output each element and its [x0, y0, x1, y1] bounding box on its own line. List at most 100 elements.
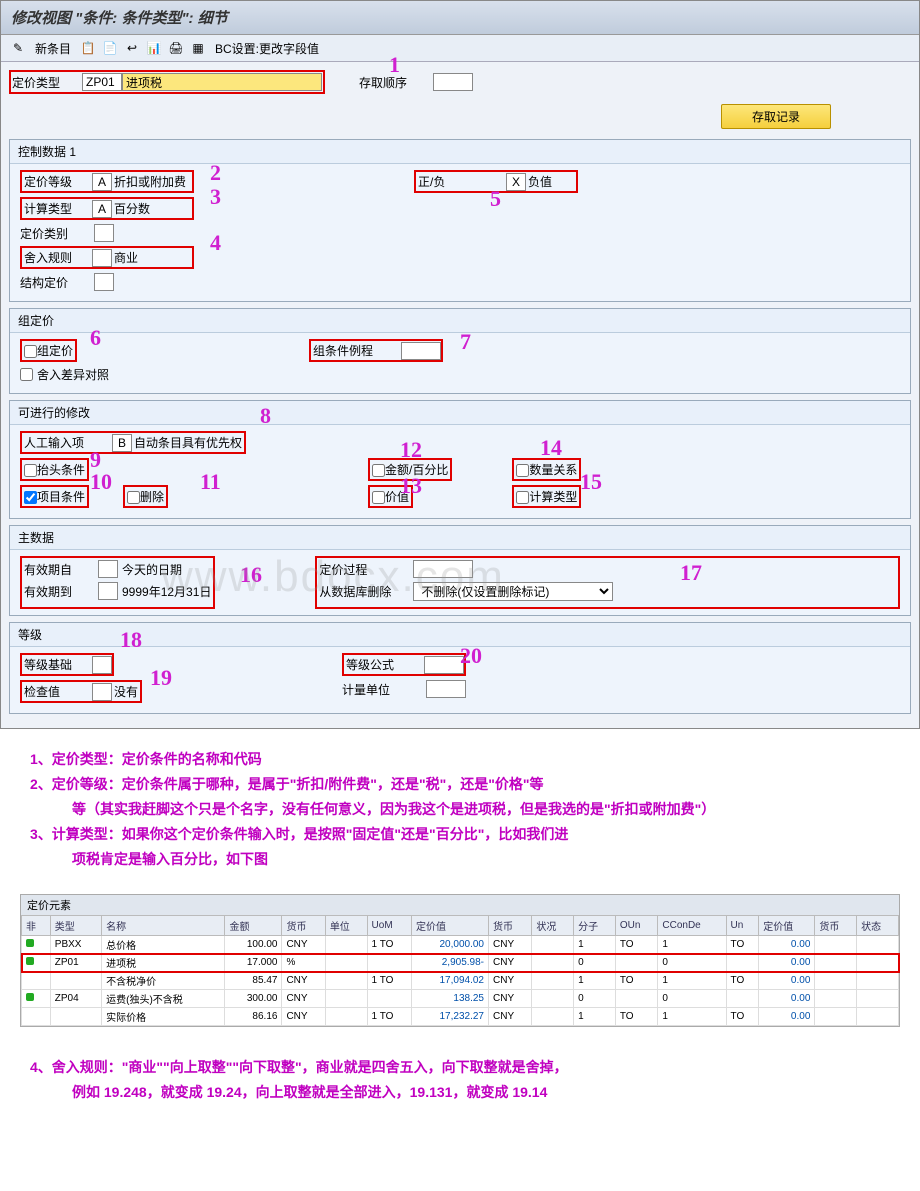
qty-rel-checkbox[interactable]	[516, 464, 529, 477]
bc-setting-button[interactable]: BC设置:更改字段值	[215, 40, 319, 57]
table-row[interactable]: ZP04运费(独头)不含税300.00CNY138.25CNY000.00	[22, 990, 899, 1008]
section-scales: 等级 等级基础 检查值没有 等级公式 计量单位 18 19 2	[9, 622, 911, 714]
group-routine-input[interactable]	[401, 342, 441, 360]
item-cond-checkbox[interactable]	[24, 491, 37, 504]
qty-rel-label: 数量关系	[529, 463, 577, 477]
table-cell: CNY	[489, 1008, 532, 1026]
table-cell: CNY	[282, 936, 325, 954]
access-record-button[interactable]: 存取记录	[721, 104, 831, 129]
section-master-header: 主数据	[10, 526, 910, 550]
valid-from-label: 有效期自	[24, 561, 94, 578]
item-cond-label: 项目条件	[37, 490, 85, 504]
delim-icon[interactable]: 📊	[145, 39, 163, 57]
print-icon[interactable]: 🖨	[167, 39, 185, 57]
pricing-type-name-input[interactable]	[122, 73, 322, 91]
delete-db-select[interactable]: 不删除(仅设置删除标记)	[413, 582, 613, 601]
new-entry-button[interactable]: 新条目	[35, 40, 71, 57]
table-cell	[857, 954, 899, 972]
copy-icon[interactable]: 📋	[79, 39, 97, 57]
uom-label: 计量单位	[342, 681, 422, 698]
pricing-proc-label: 定价过程	[319, 561, 409, 578]
table-cell	[726, 990, 759, 1008]
pricing-class-code[interactable]	[92, 173, 112, 191]
valid-to-code[interactable]	[98, 582, 118, 600]
calc-type-label: 计算类型	[22, 199, 92, 218]
table-column-header: 名称	[102, 916, 225, 936]
table-cell	[532, 936, 574, 954]
table-column-header: UoM	[367, 916, 411, 936]
pricing-type-code-input[interactable]	[82, 73, 122, 91]
calc-type-code[interactable]	[92, 200, 112, 218]
table-icon[interactable]: ▦	[189, 39, 207, 57]
table-column-header: 类型	[50, 916, 101, 936]
uom-input[interactable]	[426, 680, 466, 698]
toggle-icon[interactable]: ✎	[9, 39, 27, 57]
table-row[interactable]: 不含税净价85.47CNY1 TO17,094.02CNY1TO1TO0.00	[22, 972, 899, 990]
table-cell	[22, 972, 51, 990]
round-diff-checkbox[interactable]	[20, 368, 33, 381]
table-row[interactable]: ZP01进项税17.000%2,905.98-CNY000.00	[22, 954, 899, 972]
pricing-proc-input[interactable]	[413, 560, 473, 578]
scale-formula-input[interactable]	[424, 656, 464, 674]
table-cell	[50, 1008, 101, 1026]
table-cell	[325, 972, 367, 990]
table-cell	[815, 1008, 857, 1026]
calc-type-text: 百分数	[112, 199, 192, 218]
scale-formula-label: 等级公式	[344, 655, 424, 674]
round-rule-code[interactable]	[92, 249, 112, 267]
table-cell: 1 TO	[367, 1008, 411, 1026]
amount-pct-checkbox[interactable]	[372, 464, 385, 477]
pricing-elements-table: 定价元素 非类型名称金额货币单位UoM定价值货币状况分子OUnCConDeUn定…	[20, 894, 900, 1027]
table-cell	[857, 936, 899, 954]
note-4b: 例如 19.248，就变成 19.24，向上取整就是全部进入，19.131，就变…	[30, 1082, 890, 1103]
calc-type-checkbox[interactable]	[516, 491, 529, 504]
table-cell	[615, 954, 658, 972]
table-column-header: 定价值	[759, 916, 815, 936]
table-cell: CNY	[282, 990, 325, 1008]
table-cell: CNY	[489, 972, 532, 990]
manual-entry-code[interactable]	[112, 434, 132, 452]
table-column-header: 单位	[325, 916, 367, 936]
group-pricing-label: 组定价	[37, 344, 73, 358]
group-pricing-checkbox[interactable]	[24, 345, 37, 358]
table-row[interactable]: 实际价格86.16CNY1 TO17,232.27CNY1TO1TO0.00	[22, 1008, 899, 1026]
table-cell	[22, 1008, 51, 1026]
table-cell	[367, 954, 411, 972]
check-value-input[interactable]	[92, 683, 112, 701]
posneg-code[interactable]	[506, 173, 526, 191]
table-cell: 0.00	[759, 954, 815, 972]
note-2: 2、定价等级：定价条件属于哪种，是属于"折扣/附件费"，还是"税"，还是"价格"…	[30, 774, 890, 795]
table-cell	[325, 954, 367, 972]
table-column-header: Un	[726, 916, 759, 936]
table-cell: TO	[726, 1008, 759, 1026]
table-cell	[325, 936, 367, 954]
scale-base-input[interactable]	[92, 656, 112, 674]
delete-checkbox[interactable]	[127, 491, 140, 504]
value-checkbox[interactable]	[372, 491, 385, 504]
table-column-header: 货币	[815, 916, 857, 936]
undo-icon[interactable]: ↩	[123, 39, 141, 57]
table-cell	[22, 936, 51, 954]
table-cell: 1	[574, 1008, 616, 1026]
valid-from-text: 今天的日期	[122, 561, 182, 578]
table-cell: CNY	[282, 1008, 325, 1026]
access-seq-input[interactable]	[433, 73, 473, 91]
table-cell	[22, 990, 51, 1008]
pricing-cat-input[interactable]	[94, 224, 114, 242]
table-cell: 2,905.98-	[411, 954, 488, 972]
valid-from-code[interactable]	[98, 560, 118, 578]
table-cell: 实际价格	[102, 1008, 225, 1026]
table-cell: 0.00	[759, 936, 815, 954]
table-row[interactable]: PBXX总价格100.00CNY1 TO20,000.00CNY1TO1TO0.…	[22, 936, 899, 954]
table-cell: 1 TO	[367, 936, 411, 954]
table-cell: 86.16	[225, 1008, 282, 1026]
table-cell: 1	[658, 972, 726, 990]
struct-pricing-input[interactable]	[94, 273, 114, 291]
pricing-type-label: 定价类型	[12, 74, 82, 91]
check-value-label: 检查值	[22, 682, 92, 701]
note-3: 3、计算类型：如果你这个定价条件输入时，是按照"固定值"还是"百分比"，比如我们…	[30, 824, 890, 845]
table-cell: 17.000	[225, 954, 282, 972]
copy2-icon[interactable]: 📄	[101, 39, 119, 57]
header-cond-checkbox[interactable]	[24, 464, 37, 477]
table-cell: 1	[574, 936, 616, 954]
